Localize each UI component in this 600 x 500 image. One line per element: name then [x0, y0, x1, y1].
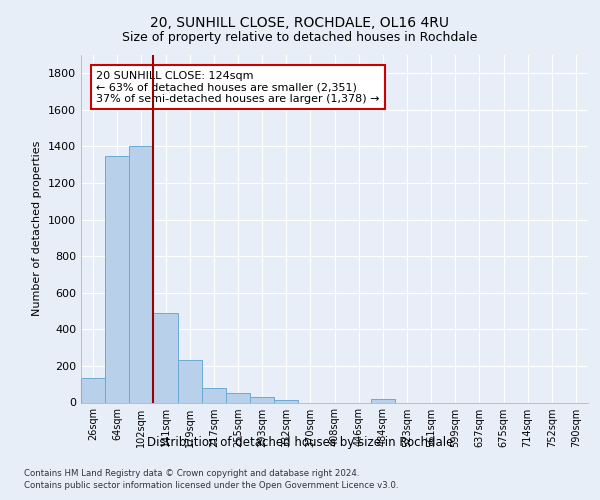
- Bar: [226, 394, 250, 402]
- Bar: [154, 313, 178, 402]
- Text: Contains HM Land Registry data © Crown copyright and database right 2024.: Contains HM Land Registry data © Crown c…: [24, 470, 359, 478]
- Bar: [274, 400, 298, 402]
- Bar: [250, 398, 274, 402]
- Text: Contains public sector information licensed under the Open Government Licence v3: Contains public sector information licen…: [24, 482, 398, 490]
- Bar: [129, 146, 154, 402]
- Bar: [81, 378, 105, 402]
- Bar: [105, 156, 129, 402]
- Bar: [371, 399, 395, 402]
- Text: 20 SUNHILL CLOSE: 124sqm
← 63% of detached houses are smaller (2,351)
37% of sem: 20 SUNHILL CLOSE: 124sqm ← 63% of detach…: [96, 70, 380, 104]
- Text: Distribution of detached houses by size in Rochdale: Distribution of detached houses by size …: [147, 436, 453, 449]
- Bar: [202, 388, 226, 402]
- Text: Size of property relative to detached houses in Rochdale: Size of property relative to detached ho…: [122, 31, 478, 44]
- Bar: [178, 360, 202, 403]
- Y-axis label: Number of detached properties: Number of detached properties: [32, 141, 43, 316]
- Text: 20, SUNHILL CLOSE, ROCHDALE, OL16 4RU: 20, SUNHILL CLOSE, ROCHDALE, OL16 4RU: [151, 16, 449, 30]
